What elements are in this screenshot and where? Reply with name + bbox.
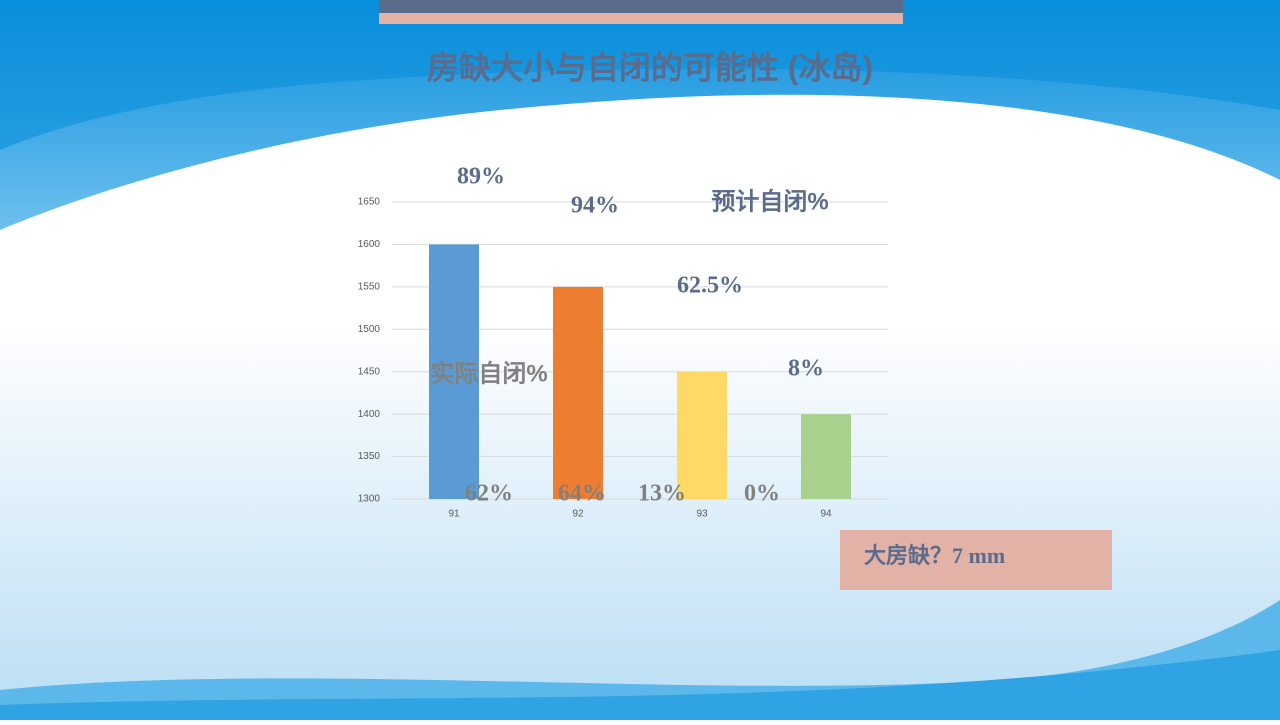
bottom-wave-dark [0, 650, 1280, 720]
chart-title: 房缺大小与自闭的可能性 (冰岛) [427, 49, 873, 85]
expected-label: 89% [457, 164, 505, 190]
expected-label: 62.5% [677, 273, 743, 299]
callout-box [840, 530, 1112, 590]
expected-label: 8% [788, 356, 824, 382]
x-tick-label: 93 [696, 509, 708, 520]
bar [677, 371, 727, 499]
actual-label: 0% [744, 481, 780, 507]
callout-text: 大房缺？7 mm [864, 543, 1005, 568]
y-tick-label: 1650 [358, 197, 381, 208]
bar [801, 414, 851, 499]
bar [429, 244, 479, 499]
bar [553, 286, 603, 499]
y-tick-label: 1350 [358, 451, 381, 462]
y-tick-label: 1550 [358, 281, 381, 292]
expected-title: 预计自闭% [711, 187, 828, 215]
top-wave-dark [0, 0, 1280, 150]
y-tick-label: 1400 [358, 409, 381, 420]
expected-label: 94% [571, 193, 619, 219]
header-bar [379, 0, 903, 13]
actual-label: 13% [638, 481, 686, 507]
actual-label: 62% [465, 481, 513, 507]
header-bar-accent [379, 13, 903, 24]
x-tick-label: 92 [572, 509, 584, 520]
y-tick-label: 1450 [358, 366, 381, 377]
actual-title: 实际自闭% [430, 359, 547, 387]
y-tick-label: 1500 [358, 324, 381, 335]
y-tick-label: 1300 [358, 494, 381, 505]
x-tick-label: 91 [448, 509, 460, 520]
y-tick-label: 1600 [358, 239, 381, 250]
x-tick-label: 94 [820, 509, 832, 520]
actual-label: 64% [558, 481, 606, 507]
